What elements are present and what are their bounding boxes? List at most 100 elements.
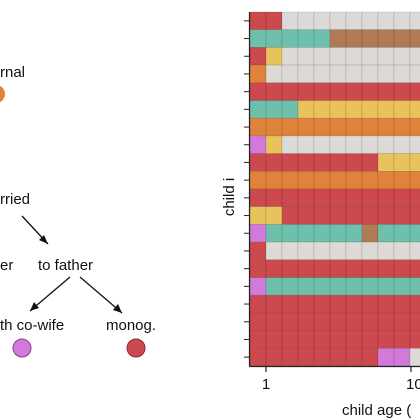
heatmap-cell [265, 153, 283, 172]
heatmap-cell [377, 11, 395, 31]
heatmap-cell [345, 135, 363, 154]
heatmap-cell [249, 153, 267, 172]
x-axis-label: child age ( [342, 402, 411, 419]
heatmap-axis [244, 12, 420, 372]
heatmap-cell [409, 135, 420, 154]
heatmap-cell [265, 117, 283, 137]
heatmap-cell [393, 100, 411, 119]
heatmap-cell [329, 347, 347, 367]
marriage-tree-diagram: rnal rried er to father th co-wife monog… [0, 64, 156, 358]
heatmap-cell [345, 47, 363, 66]
heatmap-cell [249, 47, 267, 66]
heatmap-cell [361, 117, 379, 137]
heatmap-cell [265, 188, 283, 208]
heatmap-cell [377, 347, 395, 367]
heatmap-cell [409, 117, 420, 137]
heatmap-cell [297, 241, 315, 261]
heatmap-cell [281, 100, 299, 119]
heatmap-cell [393, 117, 411, 137]
y-axis-label-text: child i [221, 178, 238, 216]
heatmap-cell [297, 117, 315, 137]
heatmap-cell [249, 206, 267, 225]
heatmap-cell [249, 100, 267, 119]
heatmap-cell [265, 11, 283, 31]
heatmap-cell [249, 171, 267, 190]
heatmap-cell [329, 206, 347, 225]
heatmap-cell [345, 312, 363, 331]
heatmap-cell [265, 347, 283, 367]
heatmap-cell [345, 347, 363, 367]
heatmap-cell [265, 29, 283, 48]
heatmap-cell [313, 171, 331, 190]
heatmap-cell [345, 330, 363, 349]
heatmap-cell [329, 259, 347, 278]
tree-node-cowife [12, 338, 32, 358]
heatmap-cell [393, 47, 411, 66]
heatmap-cell [281, 206, 299, 225]
heatmap-cell [265, 312, 283, 331]
heatmap-cell [297, 82, 315, 101]
heatmap-cell [393, 330, 411, 349]
heatmap-cell [393, 312, 411, 331]
heatmap-cell [361, 188, 379, 208]
heatmap-cell [265, 241, 283, 261]
heatmap-cell [361, 82, 379, 101]
heatmap-cell [249, 241, 267, 261]
heatmap-cell [265, 224, 283, 243]
heatmap-cell [377, 135, 395, 154]
heatmap-cell [377, 82, 395, 101]
heatmap-cell [409, 206, 420, 225]
heatmap-cell [265, 259, 283, 278]
heatmap-cell [393, 347, 411, 367]
heatmap-cell [329, 224, 347, 243]
heatmap-cell [409, 312, 420, 331]
tree-arrowhead-monog [113, 304, 122, 313]
heatmap-cell [361, 135, 379, 154]
heatmap-cell [313, 47, 331, 66]
heatmap-cell [249, 294, 267, 314]
heatmap-cell [313, 241, 331, 261]
heatmap-cell [297, 188, 315, 208]
heatmap-cell [297, 312, 315, 331]
heatmap-cell [329, 117, 347, 137]
heatmap-cell [345, 64, 363, 84]
heatmap-cell [329, 11, 347, 31]
heatmap-cell [377, 64, 395, 84]
heatmap-cell [329, 171, 347, 190]
heatmap-cell [313, 11, 331, 31]
heatmap-cell [345, 277, 363, 296]
heatmap-cell [281, 29, 299, 48]
heatmap-cell [313, 206, 331, 225]
heatmap-cell [265, 171, 283, 190]
heatmap-cell [297, 259, 315, 278]
tree-arrowhead-cowife [30, 302, 39, 311]
heatmap-cell [377, 100, 395, 119]
heatmap-cell [249, 330, 267, 349]
heatmap-cell [329, 241, 347, 261]
heatmap-cell [409, 64, 420, 84]
heatmap-cell [329, 294, 347, 314]
heatmap-cell [281, 11, 299, 31]
heatmap-cell [297, 224, 315, 243]
heatmap-cell [281, 241, 299, 261]
heatmap-cell [297, 330, 315, 349]
heatmap-cell [297, 153, 315, 172]
x-tick-label-1: 1 [262, 376, 270, 393]
y-axis-label: child i [221, 178, 238, 216]
heatmap-cell [281, 135, 299, 154]
heatmap-cell [313, 188, 331, 208]
heatmap-cell [297, 171, 315, 190]
heatmap-cell [345, 153, 363, 172]
tree-label-monog: monog. [106, 317, 156, 334]
heatmap-cell [249, 188, 267, 208]
heatmap-cell [281, 82, 299, 101]
heatmap-cell [297, 135, 315, 154]
heatmap-cell [313, 259, 331, 278]
x-tick-label-10: 10 [406, 376, 420, 393]
heatmap-cell [409, 11, 420, 31]
heatmap-cell [281, 64, 299, 84]
heatmap-cell [329, 188, 347, 208]
heatmap-cell [329, 64, 347, 84]
heatmap-cell [345, 171, 363, 190]
heatmap-cell [409, 259, 420, 278]
